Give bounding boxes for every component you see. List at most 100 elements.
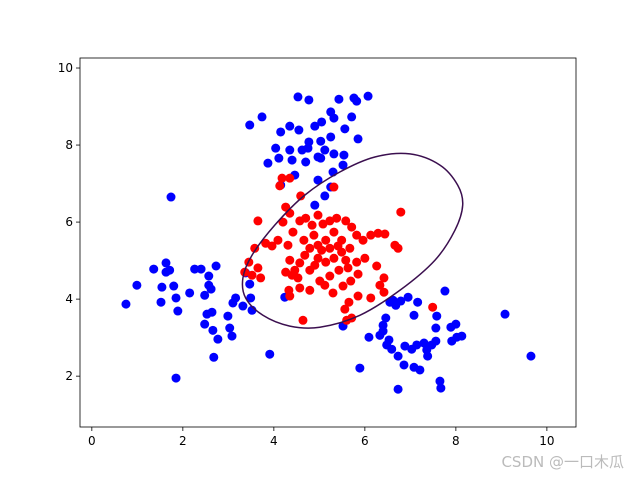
x-tick-label: 8 [452,434,460,448]
scatter-point [346,276,356,286]
scatter-point [320,191,330,201]
scatter-point [320,280,330,290]
scatter-point [431,336,441,346]
scatter-point [345,243,355,253]
scatter-point [353,134,363,144]
scatter-point [393,384,403,394]
scatter-point [300,250,310,260]
scatter-point [121,299,131,309]
scatter-point [340,124,350,134]
x-tick-label: 10 [539,434,554,448]
scatter-point [310,260,320,270]
scatter-point [295,283,305,293]
scatter-point [412,340,422,350]
scatter-point [364,332,374,342]
scatter-point [413,297,423,307]
scatter-point [245,279,255,289]
scatter-point [432,311,442,321]
scatter-point [317,117,327,127]
scatter-point [341,255,351,265]
scatter-point [360,253,370,263]
scatter-point [281,267,291,277]
x-tick-label: 0 [88,434,96,448]
scatter-point [157,282,167,292]
scatter-point [500,309,510,319]
scatter-point [347,222,357,232]
scatter-point [393,243,403,253]
scatter-point [431,323,441,333]
scatter-point [436,383,446,393]
scatter-point [325,271,335,281]
scatter-point [161,258,171,268]
scatter-point [257,112,267,122]
scatter-point [296,191,306,201]
scatter-point [250,243,260,253]
scatter-point [307,220,317,230]
scatter-point [294,125,304,135]
scatter-point [305,243,315,253]
contour-line [241,152,464,329]
scatter-point [309,230,319,240]
scatter-point [366,293,376,303]
scatter-point [206,284,216,294]
scatter-point [338,281,348,291]
scatter-point [209,352,219,362]
scatter-point [409,362,419,372]
scatter-point [149,264,159,274]
scatter-point [298,315,308,325]
scatter-point [344,297,354,307]
scatter-point [165,265,175,275]
scatter-point [396,296,406,306]
scatter-point [246,293,256,303]
scatter-point [338,160,348,170]
scatter-point [321,235,331,245]
scatter-point [285,255,295,265]
scatter-point [204,271,214,281]
scatter-point [275,181,285,191]
scatter-point [400,341,410,351]
scatter-point [190,264,200,274]
scatter-point [293,273,303,283]
scatter-point [451,319,461,329]
scatter-point [288,227,298,237]
scatter-point [223,311,233,321]
scatter-point [253,216,263,226]
scatter-point [399,360,409,370]
scatter-point [278,217,288,227]
scatter-point [316,153,326,163]
scatter-point [334,265,344,275]
scatter-point [313,210,323,220]
scatter-point [379,287,389,297]
scatter-point [373,228,383,238]
scatter-point [325,243,335,253]
scatter-point [231,293,241,303]
scatter-point [287,155,297,165]
scatter-point [238,301,248,311]
scatter-point [328,288,338,298]
scatter-point [372,261,382,271]
scatter-point [207,307,217,317]
scatter-point [285,173,295,183]
scatter-point [211,261,221,271]
scatter-point [384,335,394,345]
scatter-point [271,143,281,153]
scatter-point [313,175,323,185]
scatter-point [156,297,166,307]
scatter-point [353,291,363,301]
scatter-point [132,280,142,290]
scatter-point [196,264,206,274]
scatter-point [185,288,195,298]
scatter-point [299,235,309,245]
scatter-point [274,153,284,163]
scatter-point [213,334,223,344]
scatter-point [253,263,263,273]
scatter-point [352,96,362,106]
scatter-point [261,238,271,248]
scatter-point [366,230,376,240]
scatter-point [333,241,343,251]
scatter-point [310,200,320,210]
scatter-point [263,158,273,168]
y-tick-label: 10 [58,61,73,75]
scatter-point [329,253,339,263]
scatter-point [320,145,330,155]
